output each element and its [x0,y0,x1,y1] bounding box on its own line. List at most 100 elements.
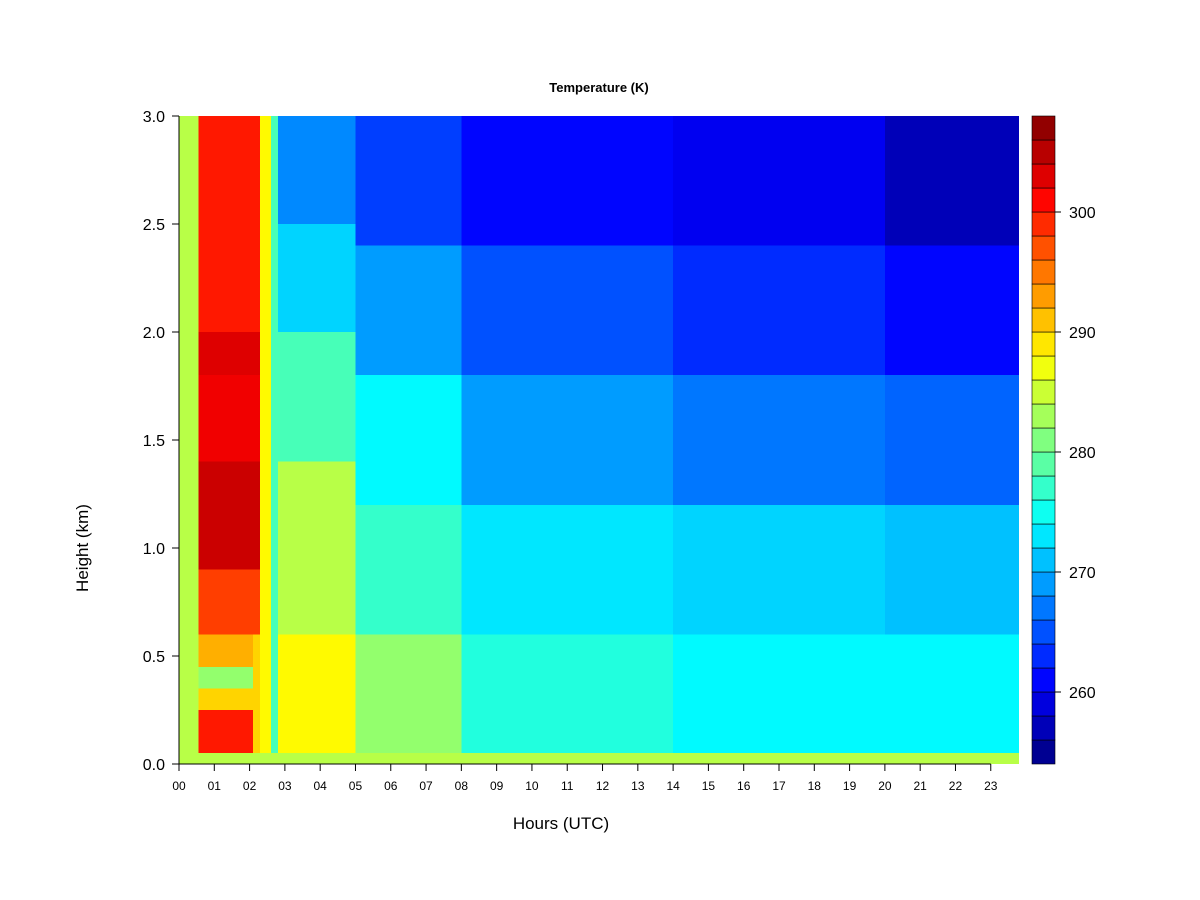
heatmap-cell [198,116,261,332]
colorbar-level [1031,427,1056,453]
x-tick-label: 14 [666,779,680,793]
colorbar-level [1031,547,1056,573]
heatmap-cell [277,224,356,332]
colorbar-level [1031,259,1056,285]
x-tick-label: 15 [702,779,716,793]
heatmap-cell [198,634,254,667]
colorbar-level [1031,187,1056,213]
heatmap-cell [884,504,1019,635]
y-tick-label: 0.5 [143,649,165,666]
colorbar: 260 270 280 290 300 [1031,115,1096,765]
heatmap-cell [198,569,261,635]
colorbar-level [1031,499,1056,525]
colorbar-level [1031,571,1056,597]
y-tick-label: 0.0 [143,757,165,774]
x-tick-label: 13 [631,779,645,793]
x-tick-label: 06 [384,779,398,793]
colorbar-level [1031,475,1056,501]
colorbar-level [1031,451,1056,477]
heatmap-cell [198,461,261,570]
colorbar-level [1031,619,1056,645]
colorbar-level [1031,331,1056,357]
heatmap-cell [884,634,1019,764]
colorbar-level [1031,139,1056,165]
colorbar-level [1031,283,1056,309]
heatmap-cell [673,116,885,246]
plot-area [179,116,1019,764]
heatmap-cell [260,116,271,764]
heatmap-cell [355,504,462,635]
colorbar-level [1031,643,1056,669]
x-tick-label: 02 [243,779,257,793]
x-tick-label: 04 [313,779,327,793]
colorbar-tick-label: 270 [1069,565,1096,582]
y-tick-label: 1.0 [143,541,165,558]
colorbar-level [1031,715,1056,741]
colorbar-level [1031,355,1056,381]
x-tick-label: 21 [913,779,927,793]
x-tick-label: 17 [772,779,786,793]
x-tick-label: 07 [419,779,433,793]
colorbar-level [1031,667,1056,693]
chart-title: Temperature (K) [549,80,648,95]
colorbar-level [1031,163,1056,189]
x-tick-label: 09 [490,779,504,793]
x-tick-label: 10 [525,779,539,793]
x-axis: 00 01 02 03 04 05 06 07 08 09 10 11 12 13 14 15 16 17 18 19… [172,763,998,793]
heatmap-cell [198,666,254,689]
heatmap-cell [198,375,261,462]
heatmap-cell [461,245,674,376]
x-tick-label: 01 [208,779,222,793]
y-tick-label: 2.0 [143,325,165,342]
y-tick-label: 2.5 [143,217,165,234]
heatmap-cell [179,116,199,764]
heatmap-cell [179,753,1019,764]
colorbar-level [1031,115,1056,141]
x-tick-label: 23 [984,779,998,793]
colorbar-level [1031,739,1056,765]
colorbar-level [1031,235,1056,261]
heatmap-cell [355,634,462,764]
colorbar-tick-label: 260 [1069,685,1096,702]
x-tick-label: 20 [878,779,892,793]
y-axis-label: Height (km) [73,504,92,592]
colorbar-level [1031,595,1056,621]
x-tick-label: 03 [278,779,292,793]
heatmap-cell [270,116,278,764]
x-tick-label: 11 [561,779,574,793]
colorbar-level [1031,307,1056,333]
heatmap-cell [355,116,462,246]
y-tick-label: 1.5 [143,433,165,450]
colorbar-level [1031,211,1056,237]
heatmap-cell [461,634,674,764]
x-tick-label: 00 [172,779,186,793]
heatmap-cell [277,116,356,224]
x-tick-label: 16 [737,779,751,793]
heatmap-cell [884,375,1019,505]
x-axis-label: Hours (UTC) [513,814,609,833]
heatmap-cell [355,375,462,505]
colorbar-level [1031,403,1056,429]
heatmap-cell [253,634,261,764]
colorbar-level [1031,523,1056,549]
y-tick-label: 3.0 [143,109,165,126]
heatmap-cell [277,332,356,462]
colorbar-level [1031,691,1056,717]
x-tick-label: 18 [808,779,822,793]
x-tick-label: 08 [455,779,469,793]
heatmap-cell [198,688,254,710]
heatmap-cell [673,504,885,635]
heatmap-cell [673,375,885,505]
heatmap-cell [884,116,1019,246]
heatmap-cell [461,375,674,505]
heatmap-cell [355,245,462,376]
heatmap-cell [461,116,674,246]
heatmap-cell [277,461,356,635]
heatmap-cell [884,245,1019,376]
colorbar-tick-label: 300 [1069,205,1096,222]
colorbar-tick-label: 280 [1069,445,1096,462]
x-tick-label: 05 [349,779,363,793]
y-axis: 0.0 0.5 1.0 1.5 2.0 2.5 3.0 [143,109,180,774]
heatmap-cell [198,332,261,376]
